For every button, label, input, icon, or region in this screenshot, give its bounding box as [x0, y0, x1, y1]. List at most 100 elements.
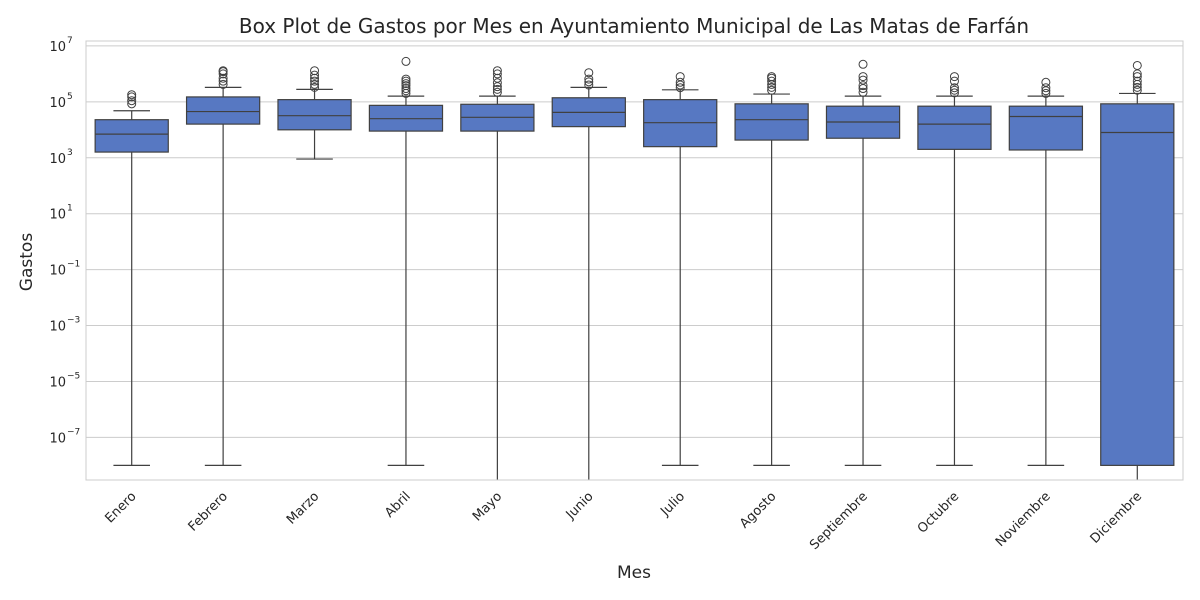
iqr-box [917, 105, 992, 150]
box-febrero [185, 66, 261, 466]
y-tick-label: 10 [49, 375, 66, 390]
x-tick-label: Marzo [284, 489, 322, 527]
chart-title: Box Plot de Gastos por Mes en Ayuntamien… [239, 14, 1029, 38]
y-tick-exponent: −7 [67, 427, 80, 437]
outlier-point [127, 92, 137, 102]
y-tick-label: 10 [49, 96, 66, 111]
x-tick-label: Octubre [915, 489, 962, 536]
grid-lines [86, 45, 1183, 438]
y-tick-label: 10 [49, 264, 66, 279]
outlier-point [492, 84, 502, 94]
x-tick-label: Julio [657, 489, 688, 520]
box-junio [551, 68, 626, 480]
iqr-box [734, 103, 809, 141]
boxes [94, 56, 1175, 480]
y-tick-exponent: 3 [67, 148, 73, 158]
outlier-point [127, 99, 137, 109]
outlier-point [675, 77, 685, 87]
x-tick-label: Abril [382, 489, 414, 521]
x-tick-label: Junio [563, 489, 597, 523]
y-tick-exponent: 1 [67, 204, 73, 214]
y-tick-exponent: −5 [67, 371, 80, 381]
outlier-point [949, 88, 959, 98]
outlier-point [310, 70, 320, 80]
outlier-point [584, 77, 594, 87]
box-agosto [734, 72, 809, 466]
outlier-point [310, 79, 320, 89]
outlier-point [767, 76, 777, 86]
y-tick-exponent: −1 [67, 260, 80, 270]
box-diciembre [1100, 60, 1175, 480]
outlier-point [492, 87, 502, 97]
box-enero [94, 90, 169, 466]
outlier-point [401, 79, 411, 89]
outlier-point [218, 76, 228, 86]
outlier-point [127, 96, 137, 106]
outlier-point [492, 78, 502, 88]
box-julio [643, 72, 718, 466]
outlier-point [1132, 60, 1142, 70]
outlier-point [1041, 77, 1051, 87]
plot-frame [85, 40, 1184, 481]
outlier-point [401, 86, 411, 96]
x-tick-label: Diciembre [1088, 489, 1146, 547]
box-noviembre [1008, 77, 1084, 466]
y-axis-label: Gastos [17, 233, 37, 292]
outlier-point [401, 74, 411, 84]
iqr-box [1008, 105, 1084, 151]
iqr-box [94, 119, 169, 153]
outlier-point [767, 82, 777, 92]
x-tick-label: Enero [102, 489, 139, 526]
outlier-point [675, 83, 685, 93]
outlier-point [584, 80, 594, 90]
y-tick-label: 10 [49, 431, 66, 446]
iqr-box [277, 99, 352, 131]
y-tick-label: 10 [49, 40, 66, 55]
x-tick-label: Febrero [186, 489, 231, 534]
y-tick-exponent: 5 [67, 92, 73, 102]
outlier-point [858, 59, 868, 69]
y-tick-label: 10 [49, 152, 66, 167]
outlier-point [1041, 88, 1051, 98]
outlier-point [767, 85, 777, 95]
box-marzo [277, 66, 352, 160]
box-septiembre [825, 59, 901, 466]
outlier-point [858, 72, 868, 82]
outlier-point [218, 66, 228, 76]
outlier-point [949, 72, 959, 82]
outlier-point [1132, 82, 1142, 92]
outlier-point [1132, 72, 1142, 82]
outlier-point [584, 74, 594, 84]
outlier-point [492, 66, 502, 76]
outlier-point [675, 72, 685, 82]
outlier-point [858, 75, 868, 85]
outlier-point [492, 69, 502, 79]
iqr-box [1100, 103, 1175, 466]
outlier-point [858, 87, 868, 97]
y-tick-exponent: −3 [67, 316, 80, 326]
outlier-point [949, 85, 959, 95]
outlier-point [767, 72, 777, 82]
box-octubre [917, 72, 992, 466]
outlier-point [949, 83, 959, 93]
y-tick-exponent: 7 [67, 36, 73, 46]
outlier-point [401, 56, 411, 66]
box-abril [368, 56, 444, 466]
outlier-point [401, 84, 411, 94]
outlier-point [127, 90, 137, 100]
outlier-point [1132, 76, 1142, 86]
x-tick-label: Agosto [737, 489, 779, 531]
x-tick-labels: Enero Febrero Marzo Abril Mayo Junio Julio Agos… [102, 489, 1145, 553]
box-mayo [460, 66, 535, 480]
x-tick-label: Septiembre [807, 489, 871, 553]
x-axis-label: Mes [617, 563, 651, 583]
y-tick-label: 10 [49, 320, 66, 335]
x-tick-label: Noviembre [993, 489, 1054, 550]
outlier-point [1132, 85, 1142, 95]
y-tick-label: 10 [49, 208, 66, 223]
iqr-box [185, 96, 261, 125]
outlier-point [310, 76, 320, 86]
outlier-point [1041, 83, 1051, 93]
